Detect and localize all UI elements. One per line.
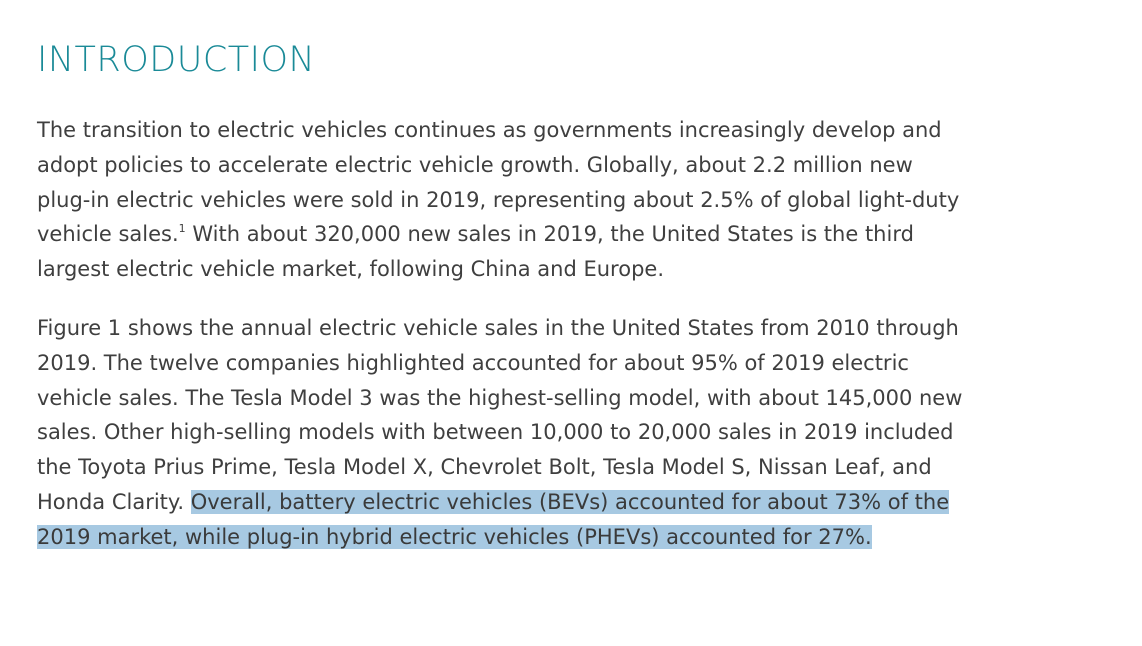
paragraph-line[interactable]: adopt policies to accelerate electric ve… (37, 152, 913, 177)
paragraph-line[interactable]: plug-in electric vehicles were sold in 2… (37, 187, 960, 212)
paragraph-line[interactable]: sales. Other high-selling models with be… (37, 420, 954, 445)
line-text[interactable]: vehicle sales. (37, 222, 179, 247)
paragraph-line[interactable]: largest electric vehicle market, followi… (37, 257, 665, 282)
line-text[interactable]: With about 320,000 new sales in 2019, th… (185, 222, 914, 247)
document-page: INTRODUCTION The transition to electric … (37, 38, 1107, 549)
section-heading: INTRODUCTION (37, 40, 316, 80)
line-text[interactable]: Honda Clarity. (37, 489, 191, 514)
paragraph-line[interactable]: Figure 1 shows the annual electric vehic… (37, 316, 959, 340)
selected-text[interactable]: 2019 market, while plug-in hybrid electr… (37, 524, 872, 549)
paragraph-line[interactable]: the Toyota Prius Prime, Tesla Model X, C… (37, 455, 932, 480)
paragraph-line[interactable]: 2019. The twelve companies highlighted a… (37, 350, 909, 375)
paragraph-line[interactable]: Honda Clarity. Overall, battery electric… (37, 485, 962, 520)
paragraph-line[interactable]: vehicle sales. The Tesla Model 3 was the… (37, 385, 963, 410)
intro-paragraph[interactable]: The transition to electric vehicles cont… (37, 113, 959, 287)
figure-paragraph[interactable]: Figure 1 shows the annual electric vehic… (37, 311, 962, 555)
selected-text[interactable]: Overall, battery electric vehicles (BEVs… (190, 489, 950, 514)
paragraph-line[interactable]: 2019 market, while plug-in hybrid electr… (37, 520, 962, 555)
footnote-marker[interactable]: 1 (178, 222, 186, 236)
paragraph-line[interactable]: vehicle sales.1 With about 320,000 new s… (37, 217, 959, 252)
paragraph-line[interactable]: The transition to electric vehicles cont… (37, 118, 942, 142)
